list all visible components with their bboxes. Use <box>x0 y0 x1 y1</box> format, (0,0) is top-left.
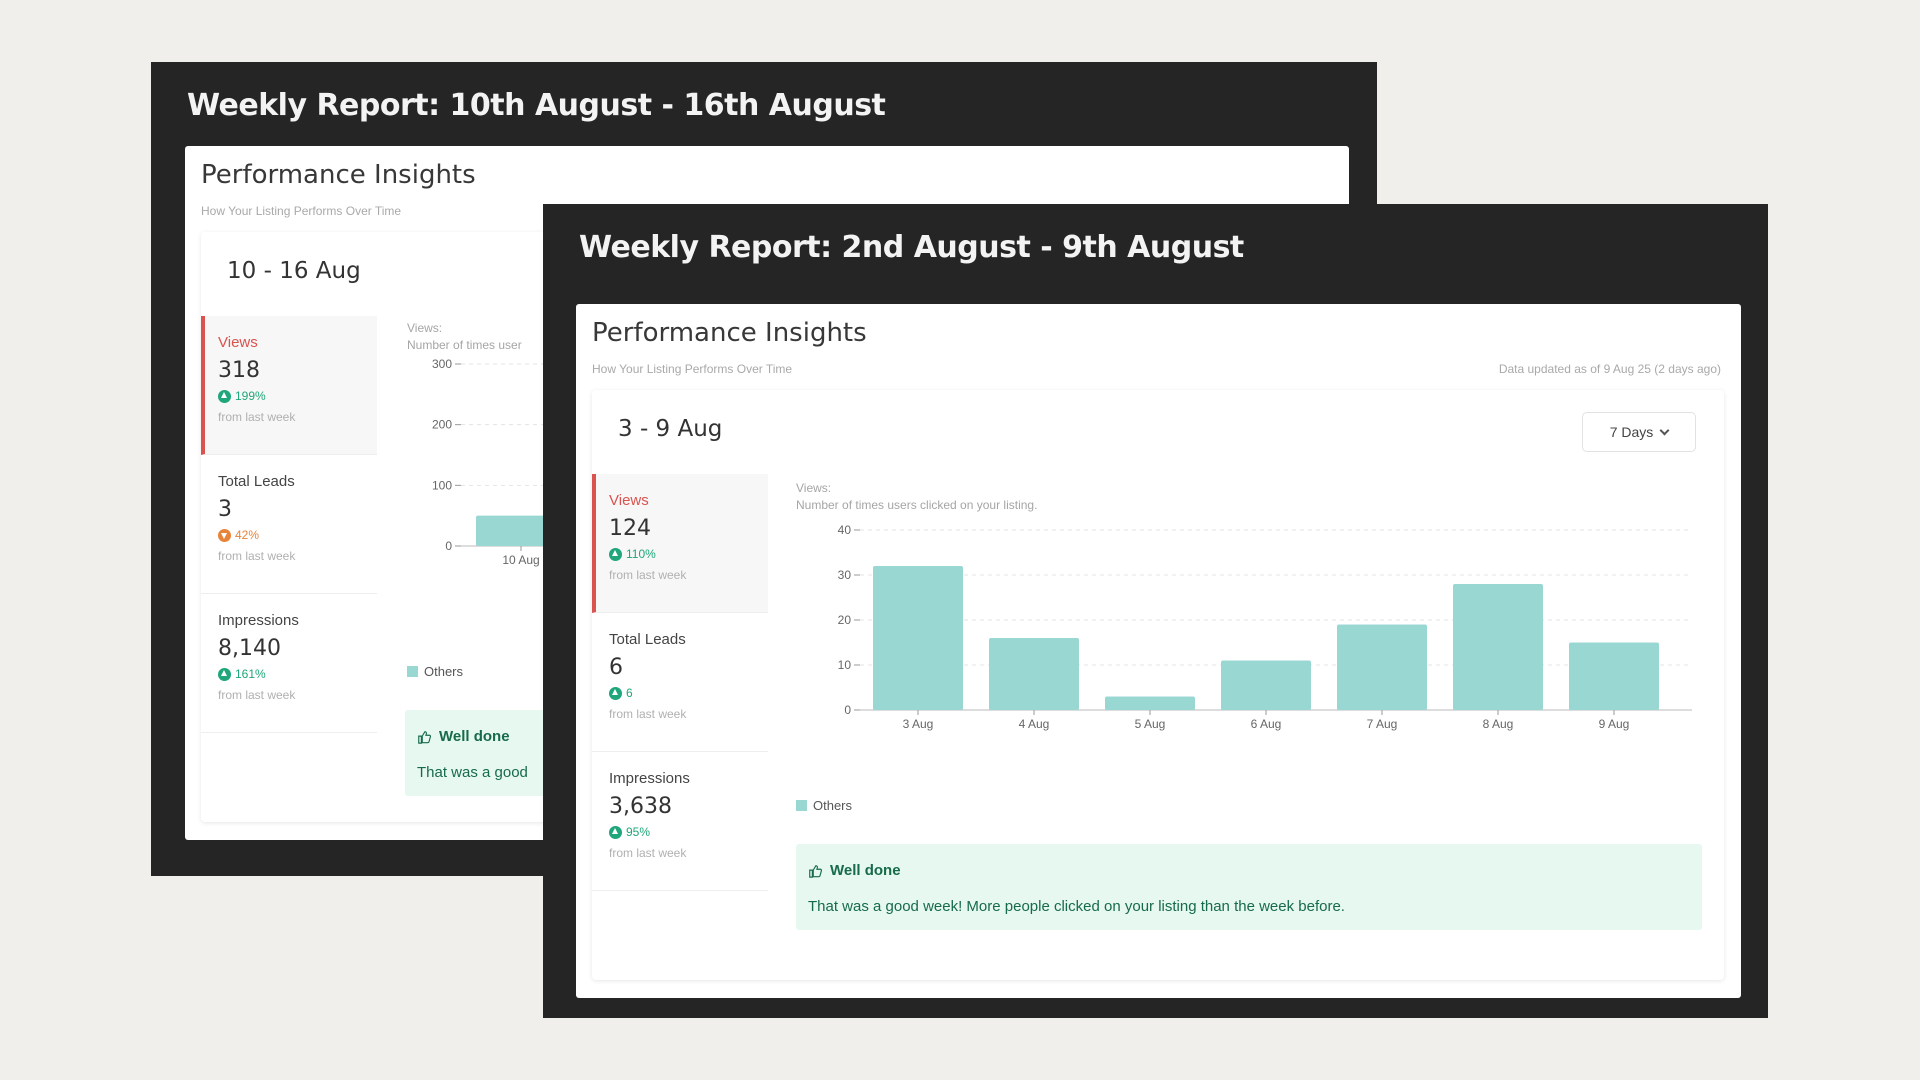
metric-label: Total Leads <box>218 473 295 490</box>
insights-card: 3 - 9 Aug 7 Days Views 124 110% from las… <box>592 390 1724 980</box>
metric-value: 6 <box>609 655 623 680</box>
metric-note: from last week <box>218 688 296 702</box>
metric-change: 110% <box>609 547 768 561</box>
y-tick-label: 20 <box>838 613 852 627</box>
metric-label: Views <box>218 334 258 351</box>
chart-legend: Others <box>407 664 463 679</box>
bar <box>1453 584 1543 710</box>
period-dropdown-value: 7 Days <box>1609 424 1654 440</box>
y-tick-label: 0 <box>844 703 851 717</box>
metric-value: 3 <box>218 497 232 522</box>
arrow-up-icon <box>609 547 622 561</box>
metric-label: Views <box>609 492 649 509</box>
panel-title: Performance Insights <box>592 318 867 348</box>
performance-panel: Performance Insights How Your Listing Pe… <box>576 304 1741 998</box>
y-tick-label: 40 <box>838 523 852 537</box>
y-tick-label: 10 <box>838 658 852 672</box>
y-tick-label: 0 <box>445 539 452 553</box>
legend-swatch <box>407 666 418 677</box>
metric-note: from last week <box>218 549 296 563</box>
y-tick-label: 100 <box>432 478 452 492</box>
metric-impressions[interactable]: Impressions 8,140 161% from last week <box>201 594 377 733</box>
date-range: 10 - 16 Aug <box>227 258 361 284</box>
x-tick-label: 3 Aug <box>903 717 934 731</box>
thumbs-up-icon <box>809 864 822 878</box>
metric-value: 3,638 <box>609 794 672 819</box>
report-title: Weekly Report: 10th August - 16th August <box>187 88 886 123</box>
metric-change: 6 <box>609 686 768 700</box>
chart-caption: Views: Number of times users clicked on … <box>796 480 1037 514</box>
metrics-list: Views 318 199% from last week Total Lead… <box>201 316 377 733</box>
metric-value: 124 <box>609 516 651 541</box>
metric-views[interactable]: Views 124 110% from last week <box>592 474 768 613</box>
y-tick-label: 30 <box>838 568 852 582</box>
x-tick-label: 5 Aug <box>1135 717 1166 731</box>
arrow-up-icon <box>218 389 231 403</box>
metric-value: 8,140 <box>218 636 281 661</box>
y-tick-label: 200 <box>432 418 452 432</box>
metric-change: 199% <box>218 389 377 403</box>
metric-change: 95% <box>609 825 768 839</box>
metric-total-leads[interactable]: Total Leads 3 42% from last week <box>201 455 377 594</box>
chevron-down-icon <box>1659 425 1670 435</box>
date-range: 3 - 9 Aug <box>618 416 723 442</box>
chart-caption-desc: Number of times users clicked on your li… <box>796 498 1038 512</box>
metrics-list: Views 124 110% from last week Total Lead… <box>592 474 768 891</box>
chart-caption: Views: Number of times user <box>407 320 522 354</box>
chart-caption-desc: Number of times user <box>407 338 522 352</box>
metric-change: 42% <box>218 528 377 542</box>
metric-total-leads[interactable]: Total Leads 6 6 from last week <box>592 613 768 752</box>
arrow-down-icon <box>218 528 231 542</box>
bar <box>1221 660 1311 710</box>
views-bar-chart: 0 10 20 30 40 3 Aug 4 Aug 5 Aug 6 Aug 7 Aug 8 Aug 9… <box>838 523 1692 731</box>
arrow-up-icon <box>609 825 622 839</box>
x-tick-label: 8 Aug <box>1483 717 1514 731</box>
banner-text: That was a good <box>417 764 528 781</box>
metric-note: from last week <box>609 846 687 860</box>
chart-legend: Others <box>796 798 852 813</box>
arrow-up-icon <box>609 686 622 700</box>
metric-change: 161% <box>218 667 377 681</box>
panel-subtitle: How Your Listing Performs Over Time <box>201 204 402 218</box>
chart-caption-title: Views: <box>407 321 443 335</box>
panel-subtitle: How Your Listing Performs Over Time <box>592 362 793 376</box>
metric-value: 318 <box>218 358 260 383</box>
legend-label: Others <box>424 664 464 679</box>
metric-impressions[interactable]: Impressions 3,638 95% from last week <box>592 752 768 891</box>
metric-views[interactable]: Views 318 199% from last week <box>201 316 377 455</box>
bar <box>989 638 1079 710</box>
metric-note: from last week <box>609 707 687 721</box>
feedback-banner: Well done That was a good week! More peo… <box>796 844 1702 930</box>
banner-title: Well done <box>417 728 510 745</box>
period-dropdown[interactable]: 7 Days <box>1582 412 1696 452</box>
banner-text: That was a good week! More people clicke… <box>808 898 1345 915</box>
banner-title: Well done <box>808 862 901 879</box>
x-tick-label: 4 Aug <box>1019 717 1050 731</box>
metric-note: from last week <box>609 568 687 582</box>
metric-label: Impressions <box>218 612 299 629</box>
x-tick-label: 6 Aug <box>1251 717 1282 731</box>
metric-label: Impressions <box>609 770 690 787</box>
bar <box>1105 696 1195 710</box>
panel-title: Performance Insights <box>201 160 476 190</box>
y-tick-label: 300 <box>432 357 452 371</box>
x-tick-label: 7 Aug <box>1367 717 1398 731</box>
bar <box>1569 642 1659 710</box>
chart-caption-title: Views: <box>796 481 832 495</box>
legend-swatch <box>796 800 807 811</box>
thumbs-up-icon <box>418 730 431 744</box>
front-report: Weekly Report: 2nd August - 9th August P… <box>543 204 1768 1018</box>
x-tick-label: 10 Aug <box>502 553 539 567</box>
bar <box>1337 624 1427 710</box>
data-updated-text: Data updated as of 9 Aug 25 (2 days ago) <box>1498 362 1721 376</box>
legend-label: Others <box>813 798 853 813</box>
report-title: Weekly Report: 2nd August - 9th August <box>579 230 1244 265</box>
bar <box>873 566 963 710</box>
metric-label: Total Leads <box>609 631 686 648</box>
arrow-up-icon <box>218 667 231 681</box>
metric-note: from last week <box>218 410 296 424</box>
x-tick-label: 9 Aug <box>1599 717 1630 731</box>
